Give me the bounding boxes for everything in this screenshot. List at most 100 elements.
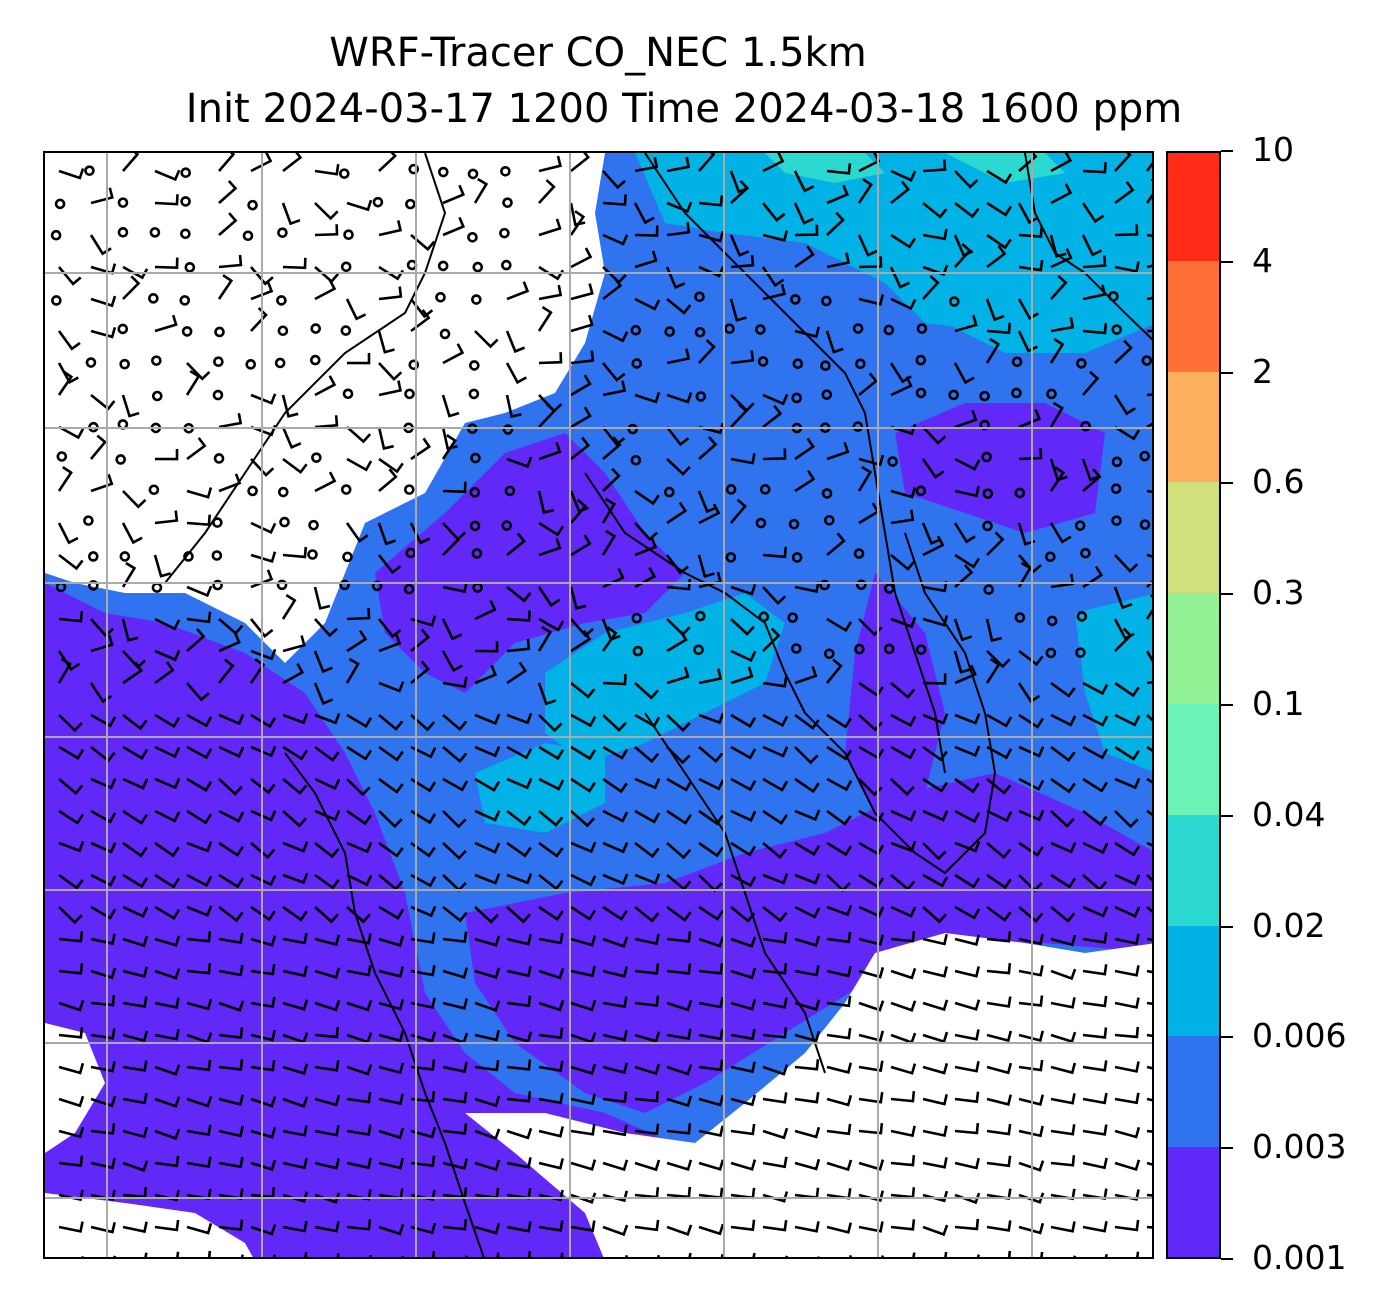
wind-barb	[250, 458, 275, 477]
calm-wind-marker	[184, 262, 196, 273]
wind-barb	[1113, 586, 1133, 610]
calm-wind-marker	[1111, 324, 1122, 335]
wind-barb	[1050, 997, 1076, 1009]
wind-barb	[761, 202, 786, 222]
wind-barb	[698, 963, 724, 975]
wind-barb	[922, 842, 947, 861]
wind-barb	[602, 1224, 629, 1237]
wind-barb	[122, 153, 140, 172]
wind-barb	[58, 1062, 85, 1075]
wind-barb	[58, 931, 84, 943]
wind-barb	[986, 777, 1012, 795]
wind-barb	[153, 554, 172, 578]
wind-barb	[345, 298, 367, 321]
wind-barb	[698, 153, 716, 172]
calm-wind-marker	[372, 196, 384, 208]
calm-wind-marker	[821, 488, 833, 499]
wind-barb	[506, 638, 531, 653]
wind-barb	[282, 546, 308, 559]
wind-barb	[538, 841, 564, 858]
wind-barb	[602, 1190, 629, 1203]
colorbar-tick	[1221, 925, 1233, 928]
wind-barb	[1018, 841, 1044, 857]
wind-barb	[762, 586, 787, 605]
wind-barb	[890, 778, 915, 796]
wind-barb	[1018, 995, 1044, 1007]
wind-barb	[441, 394, 460, 418]
wind-barb	[186, 682, 210, 702]
wind-barb	[1114, 627, 1133, 652]
wind-barb	[570, 283, 594, 301]
wind-barb	[858, 1221, 884, 1233]
wind-barb	[922, 264, 949, 277]
calm-wind-marker	[214, 326, 225, 338]
wind-barb	[89, 234, 112, 256]
wind-barb	[346, 873, 373, 887]
wind-barb	[1082, 995, 1108, 1008]
wind-barb	[985, 657, 1001, 684]
calm-wind-marker	[343, 229, 354, 241]
wind-barb	[986, 1220, 1012, 1232]
calm-wind-marker	[468, 388, 480, 400]
wind-barb	[186, 745, 213, 760]
calm-wind-marker	[979, 390, 990, 402]
concentration-below-threshold-southwest	[45, 1023, 105, 1153]
wind-barb	[602, 380, 627, 397]
wind-barb	[281, 202, 301, 226]
wind-barb	[698, 230, 725, 243]
wind-barb	[985, 618, 1003, 642]
wind-barb	[90, 295, 117, 308]
wind-barb	[409, 522, 431, 545]
wind-barb	[698, 841, 724, 858]
wind-barb	[58, 1095, 85, 1108]
wind-barb	[954, 966, 980, 978]
wind-barb	[634, 905, 660, 923]
wind-barb	[442, 746, 468, 764]
colorbar-tick	[1221, 150, 1233, 152]
calm-wind-marker	[119, 551, 131, 562]
wind-barb	[666, 297, 692, 315]
wind-barb	[1114, 1061, 1140, 1073]
wind-barb	[666, 392, 693, 404]
wind-barb	[794, 581, 820, 593]
wind-barb	[1082, 284, 1107, 301]
wind-barb	[922, 1094, 948, 1106]
calm-wind-marker	[56, 451, 68, 462]
calm-wind-marker	[1045, 551, 1056, 563]
wind-barb	[314, 1094, 341, 1107]
wind-barb	[1018, 447, 1043, 461]
wind-barb	[890, 376, 913, 397]
calm-wind-marker	[405, 198, 416, 210]
wind-barb	[794, 841, 821, 856]
calm-wind-marker	[408, 163, 420, 175]
wind-barb	[538, 873, 564, 891]
wind-barb	[858, 1030, 885, 1043]
calm-wind-marker	[725, 484, 737, 495]
wind-barb	[122, 841, 148, 858]
calm-wind-marker	[979, 419, 991, 431]
wind-barb	[442, 1123, 468, 1135]
wind-barb	[122, 935, 149, 948]
calm-wind-marker	[1080, 420, 1091, 432]
wind-barb	[58, 1189, 84, 1202]
calm-wind-marker	[242, 230, 254, 242]
wind-barb	[688, 1252, 692, 1257]
calm-wind-marker	[791, 392, 803, 404]
wind-barb	[730, 745, 757, 760]
wind-barb	[314, 415, 339, 429]
wind-barb	[154, 745, 181, 759]
wind-barb	[698, 1094, 725, 1107]
wind-barb	[90, 967, 117, 980]
calm-wind-marker	[788, 518, 800, 530]
wind-barb	[954, 314, 978, 333]
wind-barb	[154, 997, 180, 1009]
wind-barb	[282, 999, 309, 1011]
wind-barb	[954, 1122, 980, 1135]
calm-wind-marker	[151, 355, 162, 366]
concentration-below-threshold-northwest	[45, 153, 605, 663]
wind-barb	[890, 967, 917, 980]
wind-barb	[698, 996, 724, 1009]
wind-barb	[1113, 394, 1136, 416]
wind-barb	[345, 657, 360, 684]
wind-barb	[602, 276, 623, 301]
